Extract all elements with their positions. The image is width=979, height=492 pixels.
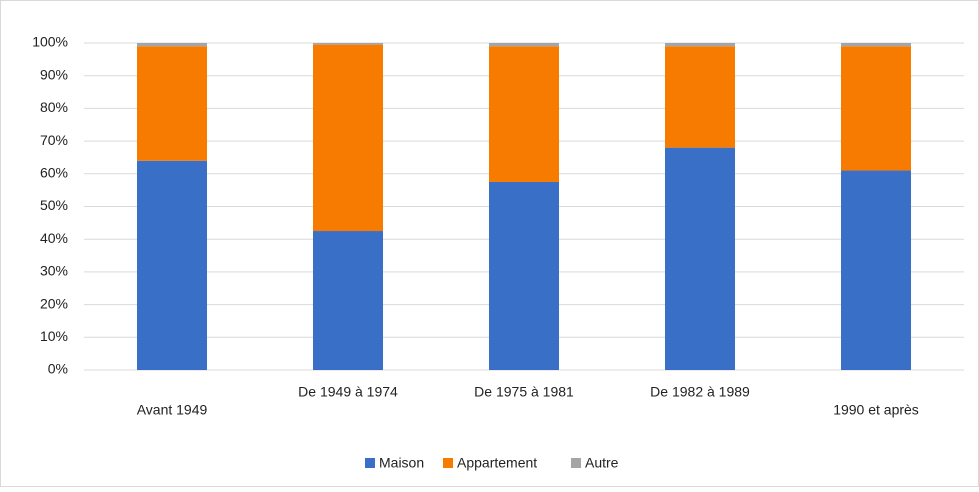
bar-segment [489, 46, 559, 182]
y-tick-label: 90% [40, 66, 68, 82]
y-tick-label: 0% [48, 361, 68, 377]
bar-segment [313, 43, 383, 45]
legend-swatch [443, 458, 453, 468]
x-tick-label: De 1982 à 1989 [650, 384, 750, 400]
legend-swatch [365, 458, 375, 468]
x-tick-label: De 1975 à 1981 [474, 384, 574, 400]
bar-segment [137, 43, 207, 47]
y-tick-label: 60% [40, 165, 68, 181]
bar-segment [137, 160, 207, 370]
legend-label: Appartement [457, 455, 537, 471]
bar-segment [489, 181, 559, 370]
y-tick-label: 30% [40, 263, 68, 279]
x-tick-label: De 1949 à 1974 [298, 384, 398, 400]
bar-segment [841, 170, 911, 370]
y-tick-label: 10% [40, 328, 68, 344]
bar-segment [137, 46, 207, 161]
y-tick-label: 20% [40, 295, 68, 311]
bar-segment [841, 46, 911, 171]
legend-label: Maison [379, 455, 424, 471]
y-tick-label: 80% [40, 99, 68, 115]
y-tick-label: 100% [32, 34, 68, 50]
bar-segment [665, 46, 735, 148]
bar-segment [841, 43, 911, 47]
bar-segment [313, 44, 383, 232]
bar-segment [665, 147, 735, 370]
legend-swatch [571, 458, 581, 468]
bar-segment [665, 43, 735, 47]
legend-label: Autre [585, 455, 619, 471]
y-tick-label: 40% [40, 230, 68, 246]
y-tick-label: 50% [40, 197, 68, 213]
bar-segment [489, 43, 559, 47]
x-tick-label: Avant 1949 [137, 402, 208, 418]
bar-segment [313, 231, 383, 370]
x-tick-label: 1990 et après [833, 402, 919, 418]
y-tick-label: 70% [40, 132, 68, 148]
